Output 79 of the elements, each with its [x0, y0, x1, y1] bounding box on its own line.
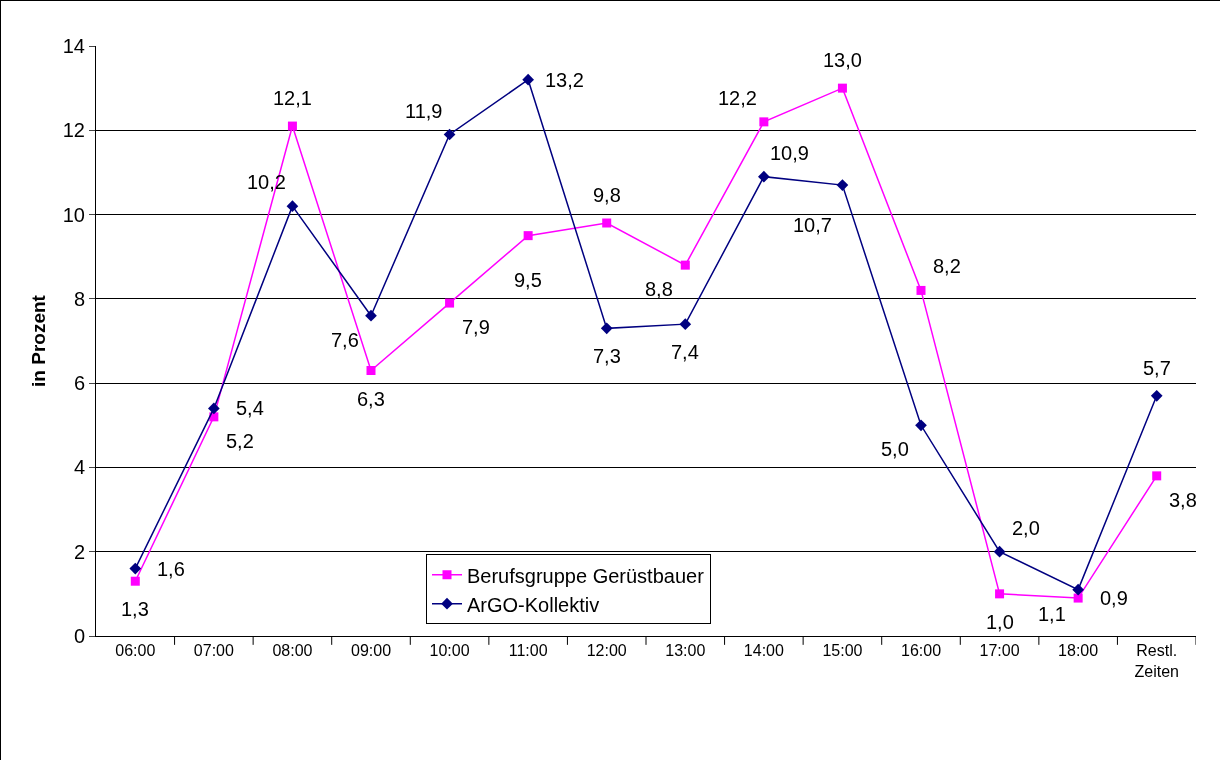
y-axis-title: in Prozent: [27, 294, 49, 387]
data-label: 9,8: [593, 184, 621, 206]
data-label: 13,2: [545, 69, 584, 91]
point: [443, 128, 456, 141]
x-tick-label: 17:00: [979, 642, 1020, 660]
data-label: 13,0: [823, 49, 862, 71]
y-tick-label: 8: [73, 287, 85, 310]
x-tick-label: 09:00: [350, 642, 392, 660]
point: [837, 83, 847, 93]
point: [836, 179, 849, 191]
point: [758, 170, 770, 183]
y-tick-label: 2: [73, 540, 85, 563]
y-tick-label: 14: [62, 35, 85, 57]
data-label: 10,9: [770, 142, 809, 164]
data-label: 5,0: [881, 438, 909, 460]
data-label: 6,3: [357, 388, 385, 410]
x-tick-label: 07:00: [193, 642, 234, 660]
data-label: 11,9: [405, 100, 443, 122]
point: [993, 545, 1006, 558]
point: [916, 285, 926, 295]
data-label: 8,8: [645, 278, 673, 300]
point: [208, 402, 220, 415]
data-label: 1,0: [986, 611, 1014, 633]
point: [522, 73, 534, 86]
point: [523, 231, 533, 241]
data-label: 7,3: [593, 345, 621, 367]
y-tick-label: 4: [73, 456, 85, 479]
point: [680, 260, 690, 270]
legend-label: Berufsgruppe Gerüstbauer: [467, 564, 705, 587]
data-label: 12,2: [718, 87, 757, 109]
data-label: 5,4: [236, 397, 264, 419]
x-tick-label: 15:00: [822, 642, 863, 660]
x-tick-label: 11:00: [508, 642, 548, 660]
x-tick-label: 08:00: [272, 642, 313, 660]
x-tick-label: 06:00: [115, 642, 156, 660]
data-label: 5,7: [1143, 357, 1171, 379]
point: [1072, 583, 1084, 596]
point: [1152, 471, 1162, 481]
y-tick-label: 12: [62, 119, 85, 142]
legend-label: ArGO-Kollektiv: [467, 593, 600, 616]
point: [759, 117, 769, 127]
y-tick-label: 6: [73, 372, 85, 395]
data-label: 1,6: [157, 558, 185, 580]
x-tick-label: 16:00: [900, 642, 942, 660]
data-label: 2,0: [1012, 517, 1040, 539]
x-tick-label: 18:00: [1058, 642, 1099, 660]
data-label: 1,1: [1038, 603, 1066, 625]
point: [915, 419, 927, 432]
x-tick-label: 12:00: [586, 642, 627, 660]
point: [287, 121, 297, 131]
data-label: 7,6: [331, 329, 359, 351]
data-label: 0,9: [1100, 587, 1128, 609]
data-label: 5,2: [226, 430, 254, 452]
point: [366, 366, 376, 375]
point: [600, 322, 613, 335]
x-tick-label: 13:00: [665, 642, 706, 660]
data-label: 3,8: [1169, 489, 1197, 511]
data-label: 7,9: [462, 316, 490, 338]
point: [602, 218, 612, 228]
data-label: 8,2: [933, 255, 961, 277]
data-label: 1,3: [121, 598, 149, 620]
point: [365, 309, 377, 322]
x-tick-label: 14:00: [743, 642, 784, 660]
point: [995, 589, 1005, 599]
y-tick-label: 10: [62, 203, 85, 226]
point: [1150, 389, 1163, 402]
y-tick-label: 0: [73, 625, 85, 647]
point: [130, 576, 140, 586]
point: [445, 298, 455, 308]
data-label: 7,4: [671, 341, 699, 363]
point: [129, 562, 142, 575]
data-label: 9,5: [514, 269, 542, 291]
data-label: 10,7: [793, 214, 832, 236]
data-label: 12,1: [273, 87, 312, 109]
point: [286, 200, 299, 212]
point: [1073, 593, 1083, 603]
point: [679, 318, 692, 330]
x-tick-label: 10:00: [429, 642, 470, 660]
x-tick-label: Restl. Zeiten: [1134, 642, 1179, 680]
